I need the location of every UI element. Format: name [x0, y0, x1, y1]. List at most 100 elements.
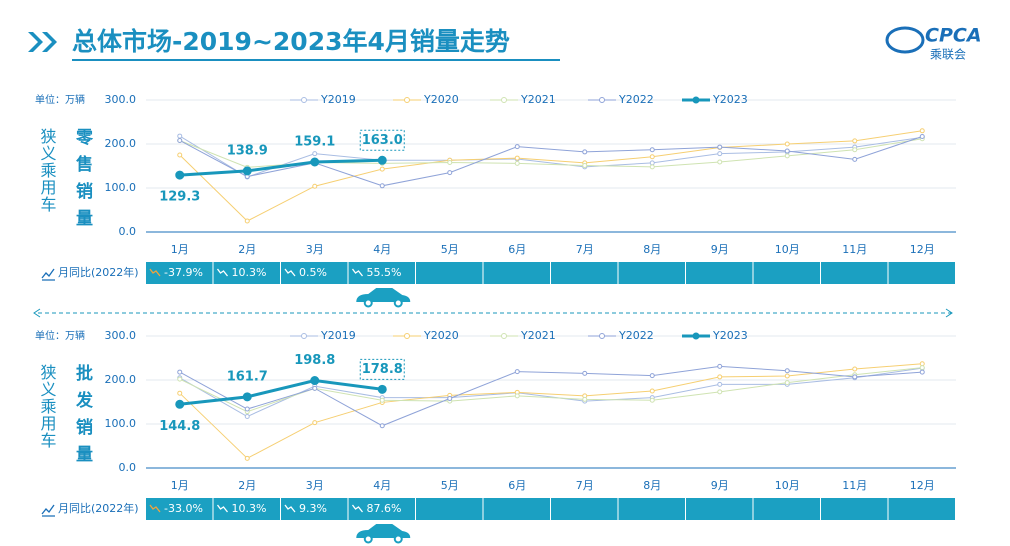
side-label: 狭义乘用车: [38, 128, 57, 213]
point: [852, 374, 858, 380]
point: [582, 396, 588, 402]
series-line: [179, 130, 923, 222]
point: [312, 151, 318, 157]
point: [717, 159, 723, 165]
label-box: [359, 129, 405, 151]
point: [514, 393, 520, 399]
yoy-value: 9.3%: [299, 502, 327, 515]
x-tick-label: 10月: [775, 243, 800, 256]
car-icon: [356, 524, 411, 538]
point: [582, 370, 588, 376]
yoy-cell: [888, 262, 955, 284]
x-tick-label: 9月: [711, 479, 729, 492]
x-tick-label: 12月: [910, 243, 935, 256]
yoy-cell: [146, 498, 213, 520]
point: [312, 420, 318, 426]
point: [852, 147, 858, 153]
x-tick-label: 12月: [910, 479, 935, 492]
chevrons: [28, 32, 57, 52]
yoy-value: 87.6%: [367, 502, 402, 515]
unit-label: 单位：万辆: [35, 329, 85, 342]
point: [717, 374, 723, 380]
point: [649, 164, 655, 170]
x-tick-label: 7月: [576, 243, 594, 256]
point: [784, 153, 790, 159]
series-line: [179, 158, 383, 177]
value-label: 138.9: [227, 143, 268, 158]
point: [177, 376, 183, 382]
x-tick-label: 1月: [171, 243, 189, 256]
legend-label: Y2022: [618, 329, 654, 342]
logo-mark: [885, 26, 925, 54]
point: [514, 369, 520, 375]
yoy-cell: [146, 262, 213, 284]
x-tick-label: 7月: [576, 479, 594, 492]
point: [649, 388, 655, 394]
label-box: [359, 358, 405, 380]
side-label: 狭义乘用车: [38, 364, 57, 449]
point: [244, 406, 250, 412]
divider-arrows: [33, 308, 953, 318]
point: [919, 134, 925, 140]
yoy-cell: [888, 498, 955, 520]
page-title: 总体市场-2019~2023年4月销量走势: [72, 27, 510, 56]
legend-label: Y2021: [520, 93, 556, 106]
trend-icon: [149, 268, 161, 277]
point: [852, 366, 858, 372]
legend-label: Y2019: [320, 93, 356, 106]
yoy-cell: [213, 498, 280, 520]
legend-dot: [301, 97, 307, 103]
yoy-cell: [821, 498, 888, 520]
point: [242, 392, 252, 402]
yoy-cell: [618, 262, 685, 284]
y-tick-label: 0.0: [119, 461, 137, 474]
point: [379, 166, 385, 172]
point: [784, 148, 790, 154]
point: [514, 160, 520, 166]
point: [379, 397, 385, 403]
trend-icon: [351, 504, 364, 513]
value-label: 144.8: [159, 419, 200, 434]
yoy-cell: [753, 262, 820, 284]
yoy-cell: [686, 262, 753, 284]
yoy-value: 10.3%: [232, 266, 267, 279]
point: [582, 163, 588, 169]
value-label: 198.8: [294, 353, 335, 368]
point: [649, 147, 655, 153]
car-wheel: [393, 534, 403, 544]
point: [919, 369, 925, 375]
point: [175, 399, 185, 409]
unit-label: 单位：万辆: [35, 93, 85, 106]
x-tick-label: 11月: [842, 479, 867, 492]
legend-dot: [501, 97, 507, 103]
legend-dot: [301, 333, 307, 339]
x-tick-label: 8月: [643, 479, 661, 492]
yoy-cell: [281, 498, 348, 520]
car-wheel: [363, 534, 373, 544]
logo-text: CPCA: [925, 25, 982, 47]
value-label: 161.7: [227, 369, 268, 384]
y-tick-label: 200.0: [105, 373, 137, 386]
series-line: [179, 367, 923, 413]
point: [717, 144, 723, 150]
subtitle: 批发销量: [72, 363, 94, 472]
x-tick-label: 2月: [238, 479, 256, 492]
yoy-value: -37.9%: [164, 266, 203, 279]
point: [447, 159, 453, 165]
point: [177, 137, 183, 143]
trend-icon: [149, 504, 161, 513]
point: [514, 155, 520, 161]
x-tick-label: 3月: [306, 243, 324, 256]
point: [377, 384, 387, 394]
yoy-cell: [551, 262, 618, 284]
point: [177, 133, 183, 139]
car-wheel: [363, 298, 373, 308]
y-tick-label: 100.0: [105, 181, 137, 194]
point: [175, 170, 185, 180]
series-line: [179, 367, 923, 418]
point: [514, 144, 520, 150]
car-icon: [356, 288, 411, 302]
point: [717, 363, 723, 369]
x-tick-label: 6月: [508, 479, 526, 492]
